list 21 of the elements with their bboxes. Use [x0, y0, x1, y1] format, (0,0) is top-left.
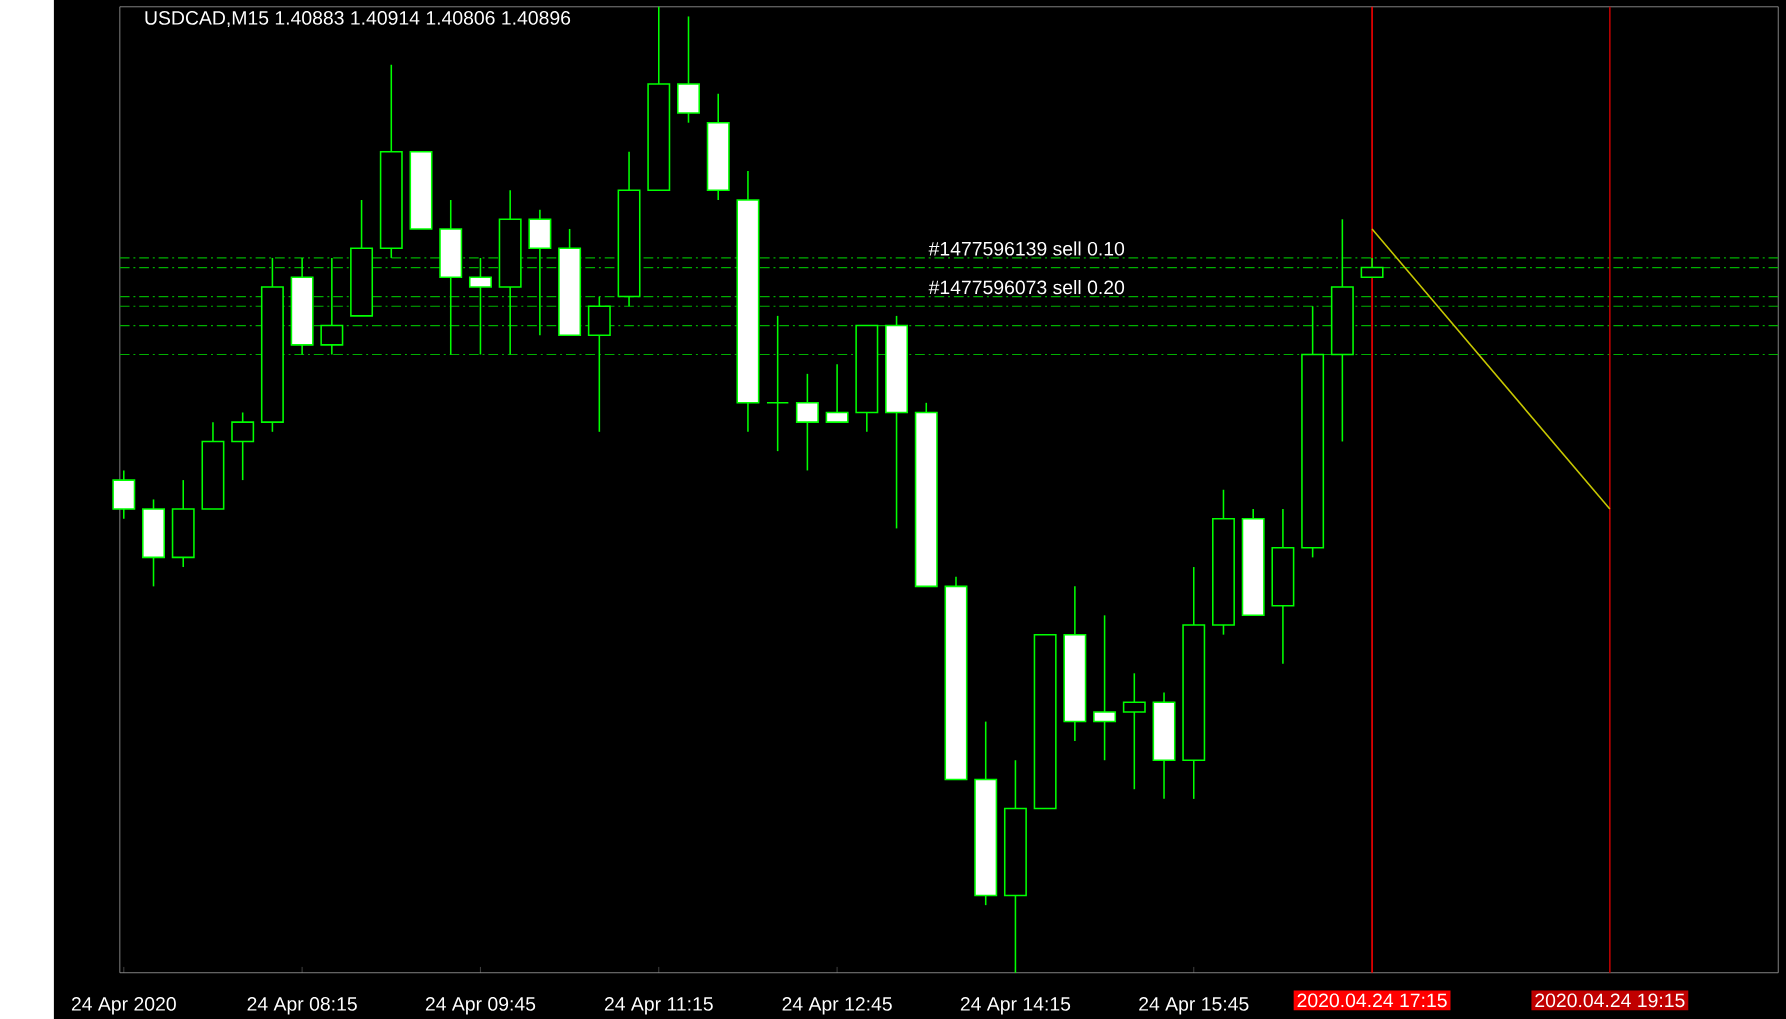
candlestick	[825, 363, 849, 423]
ref-line-label: #1477596073 sell 0.20	[928, 279, 1125, 295]
x-tick-label: 24 Apr 15:45	[1139, 996, 1249, 1015]
x-tick-label: 24 Apr 09:45	[425, 996, 536, 1015]
candlestick	[320, 257, 344, 356]
candlestick	[1360, 257, 1384, 278]
x-tick-label: 24 Apr 08:15	[247, 996, 357, 1015]
candlestick	[795, 372, 819, 472]
candlestick	[766, 314, 790, 452]
candlestick	[468, 257, 492, 356]
x-tick-label: 24 Apr 11:15	[604, 996, 713, 1015]
ref-line-label: 2020.04.24 19:15	[1535, 993, 1685, 1008]
ref-line-label: #1477596139 sell 0.10	[928, 241, 1125, 256]
x-tick-label: 24 Apr 2020	[71, 996, 176, 1015]
x-tick-label: 24 Apr 14:15	[960, 996, 1071, 1015]
candlestick	[1093, 614, 1117, 761]
chart-title: USDCAD,M15 1.40883 1.40914 1.40806 1.40896	[145, 10, 571, 27]
candlestick	[231, 411, 255, 481]
ref-line-label: 2020.04.24 17:15	[1297, 993, 1447, 1008]
candlestick	[1122, 672, 1146, 790]
x-tick-label: 24 Apr 12:45	[782, 996, 892, 1015]
